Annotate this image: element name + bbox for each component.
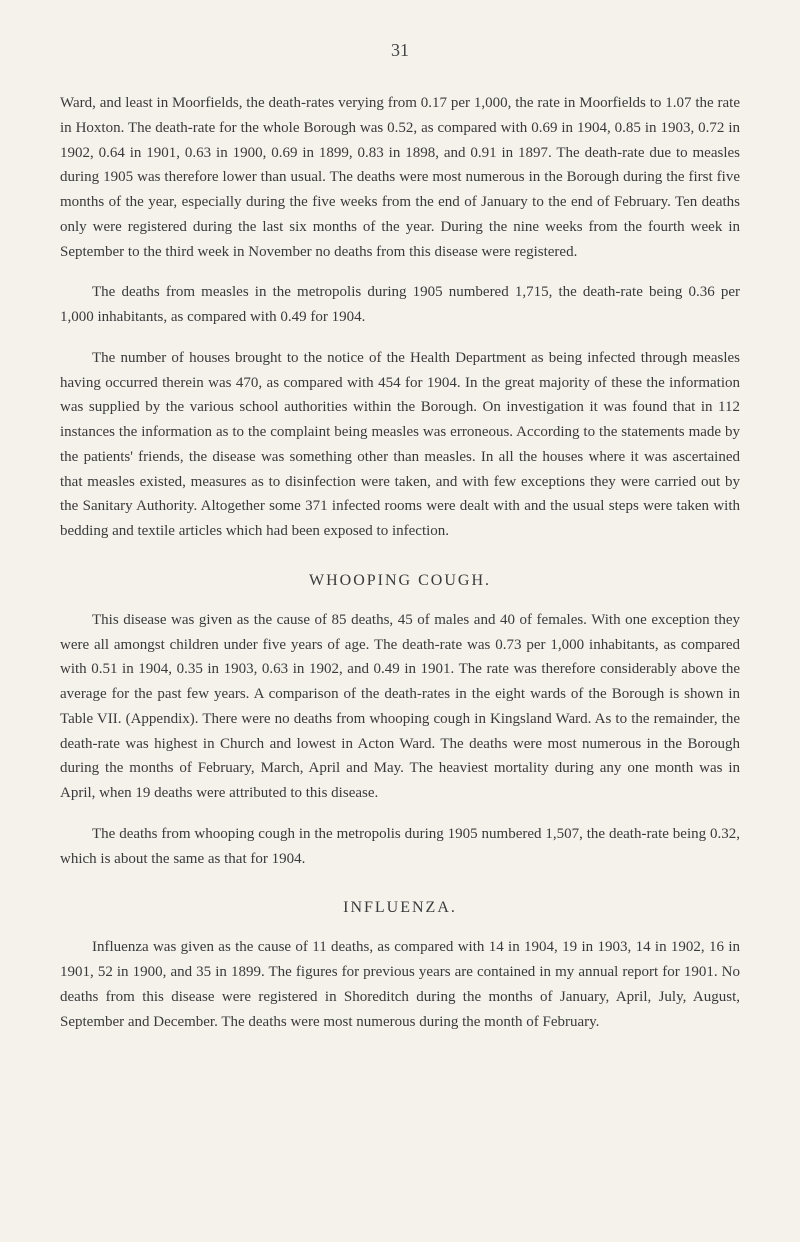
body-paragraph: The number of houses brought to the noti… xyxy=(60,346,740,544)
section-heading-whooping-cough: WHOOPING COUGH. xyxy=(60,572,740,590)
body-paragraph: Ward, and least in Moorfields, the death… xyxy=(60,91,740,264)
page-number: 31 xyxy=(60,40,740,61)
body-paragraph: Influenza was given as the cause of 11 d… xyxy=(60,935,740,1034)
section-heading-influenza: INFLUENZA. xyxy=(60,899,740,917)
body-paragraph: The deaths from whooping cough in the me… xyxy=(60,822,740,872)
document-page: 31 Ward, and least in Moorfields, the de… xyxy=(0,0,800,1100)
body-paragraph: This disease was given as the cause of 8… xyxy=(60,608,740,806)
body-paragraph: The deaths from measles in the metropoli… xyxy=(60,280,740,330)
